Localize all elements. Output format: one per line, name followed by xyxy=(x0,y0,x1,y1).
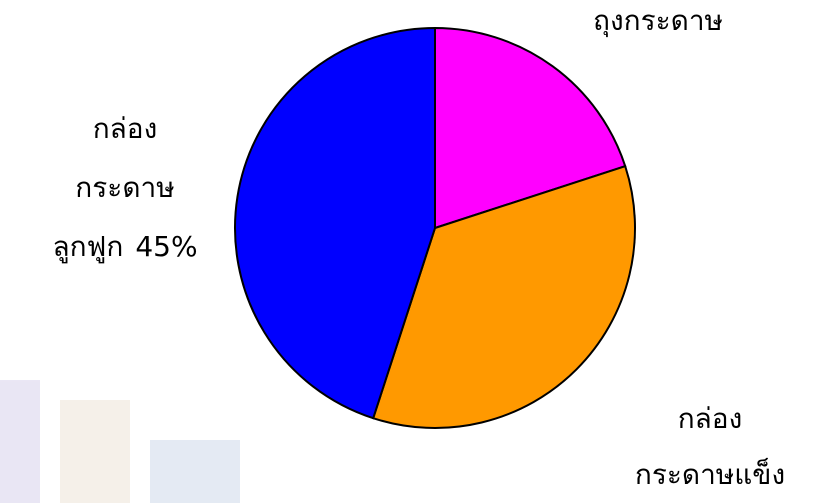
category-name: ถุงกระดาษ xyxy=(593,4,723,38)
slice-label: กระดาษแข็ง xyxy=(635,457,785,491)
slice-label: ถุงกระดาษ xyxy=(593,4,723,38)
value-label: 45% xyxy=(135,230,197,263)
slice-label: ลูกฟูก 45% xyxy=(52,230,197,264)
slice-label: กล่อง xyxy=(93,112,158,145)
category-name: กระดาษ xyxy=(75,171,174,204)
category-name: ลูกฟูก xyxy=(52,230,123,264)
chart: ถุงกระดาษกล่องกระดาษแข็งกล่องกระดาษลูกฟู… xyxy=(0,0,813,503)
page: ถุงกระดาษกล่องกระดาษแข็งกล่องกระดาษลูกฟู… xyxy=(0,0,813,503)
category-name: กล่อง xyxy=(93,112,158,145)
background-decoration xyxy=(0,380,240,503)
slice-label: กล่อง xyxy=(678,402,743,435)
slice-label: กระดาษ xyxy=(75,171,174,204)
category-name: กระดาษแข็ง xyxy=(635,457,785,491)
category-name: กล่อง xyxy=(678,402,743,435)
